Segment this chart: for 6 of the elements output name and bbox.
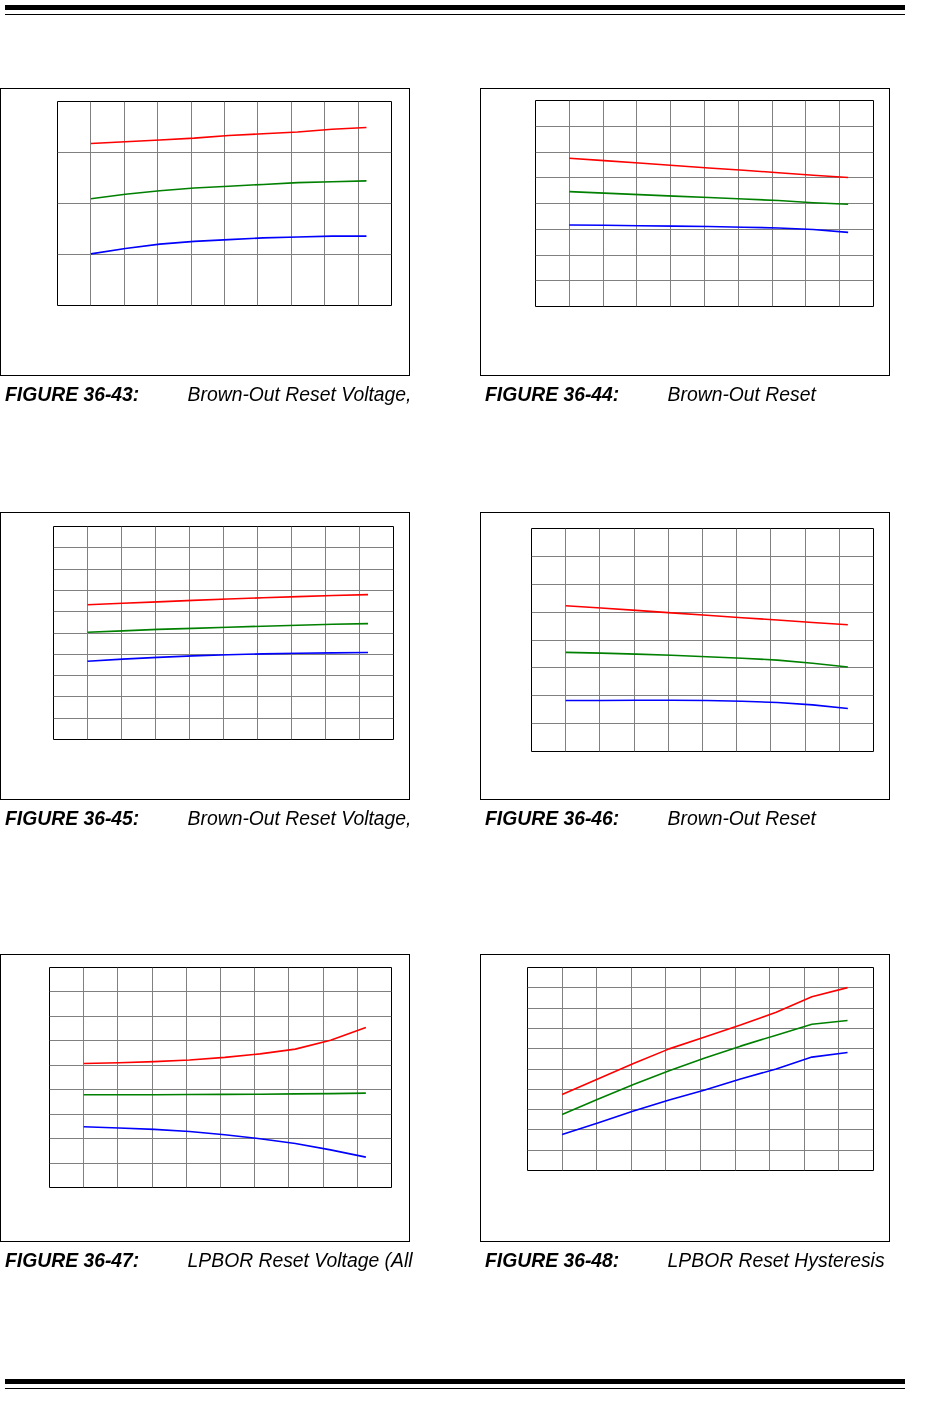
chart-title: FIGURE 36-44: Brown-Out Reset <box>485 384 816 405</box>
chart-title: FIGURE 36-47: LPBOR Reset Voltage (All <box>5 1250 413 1271</box>
chart-title: FIGURE 36-46: Brown-Out Reset <box>485 808 816 829</box>
chart-title: FIGURE 36-48: LPBOR Reset Hysteresis <box>485 1250 885 1271</box>
chart-title: FIGURE 36-45: Brown-Out Reset Voltage, <box>5 808 412 829</box>
chart-title: FIGURE 36-43: Brown-Out Reset Voltage, <box>5 384 412 405</box>
